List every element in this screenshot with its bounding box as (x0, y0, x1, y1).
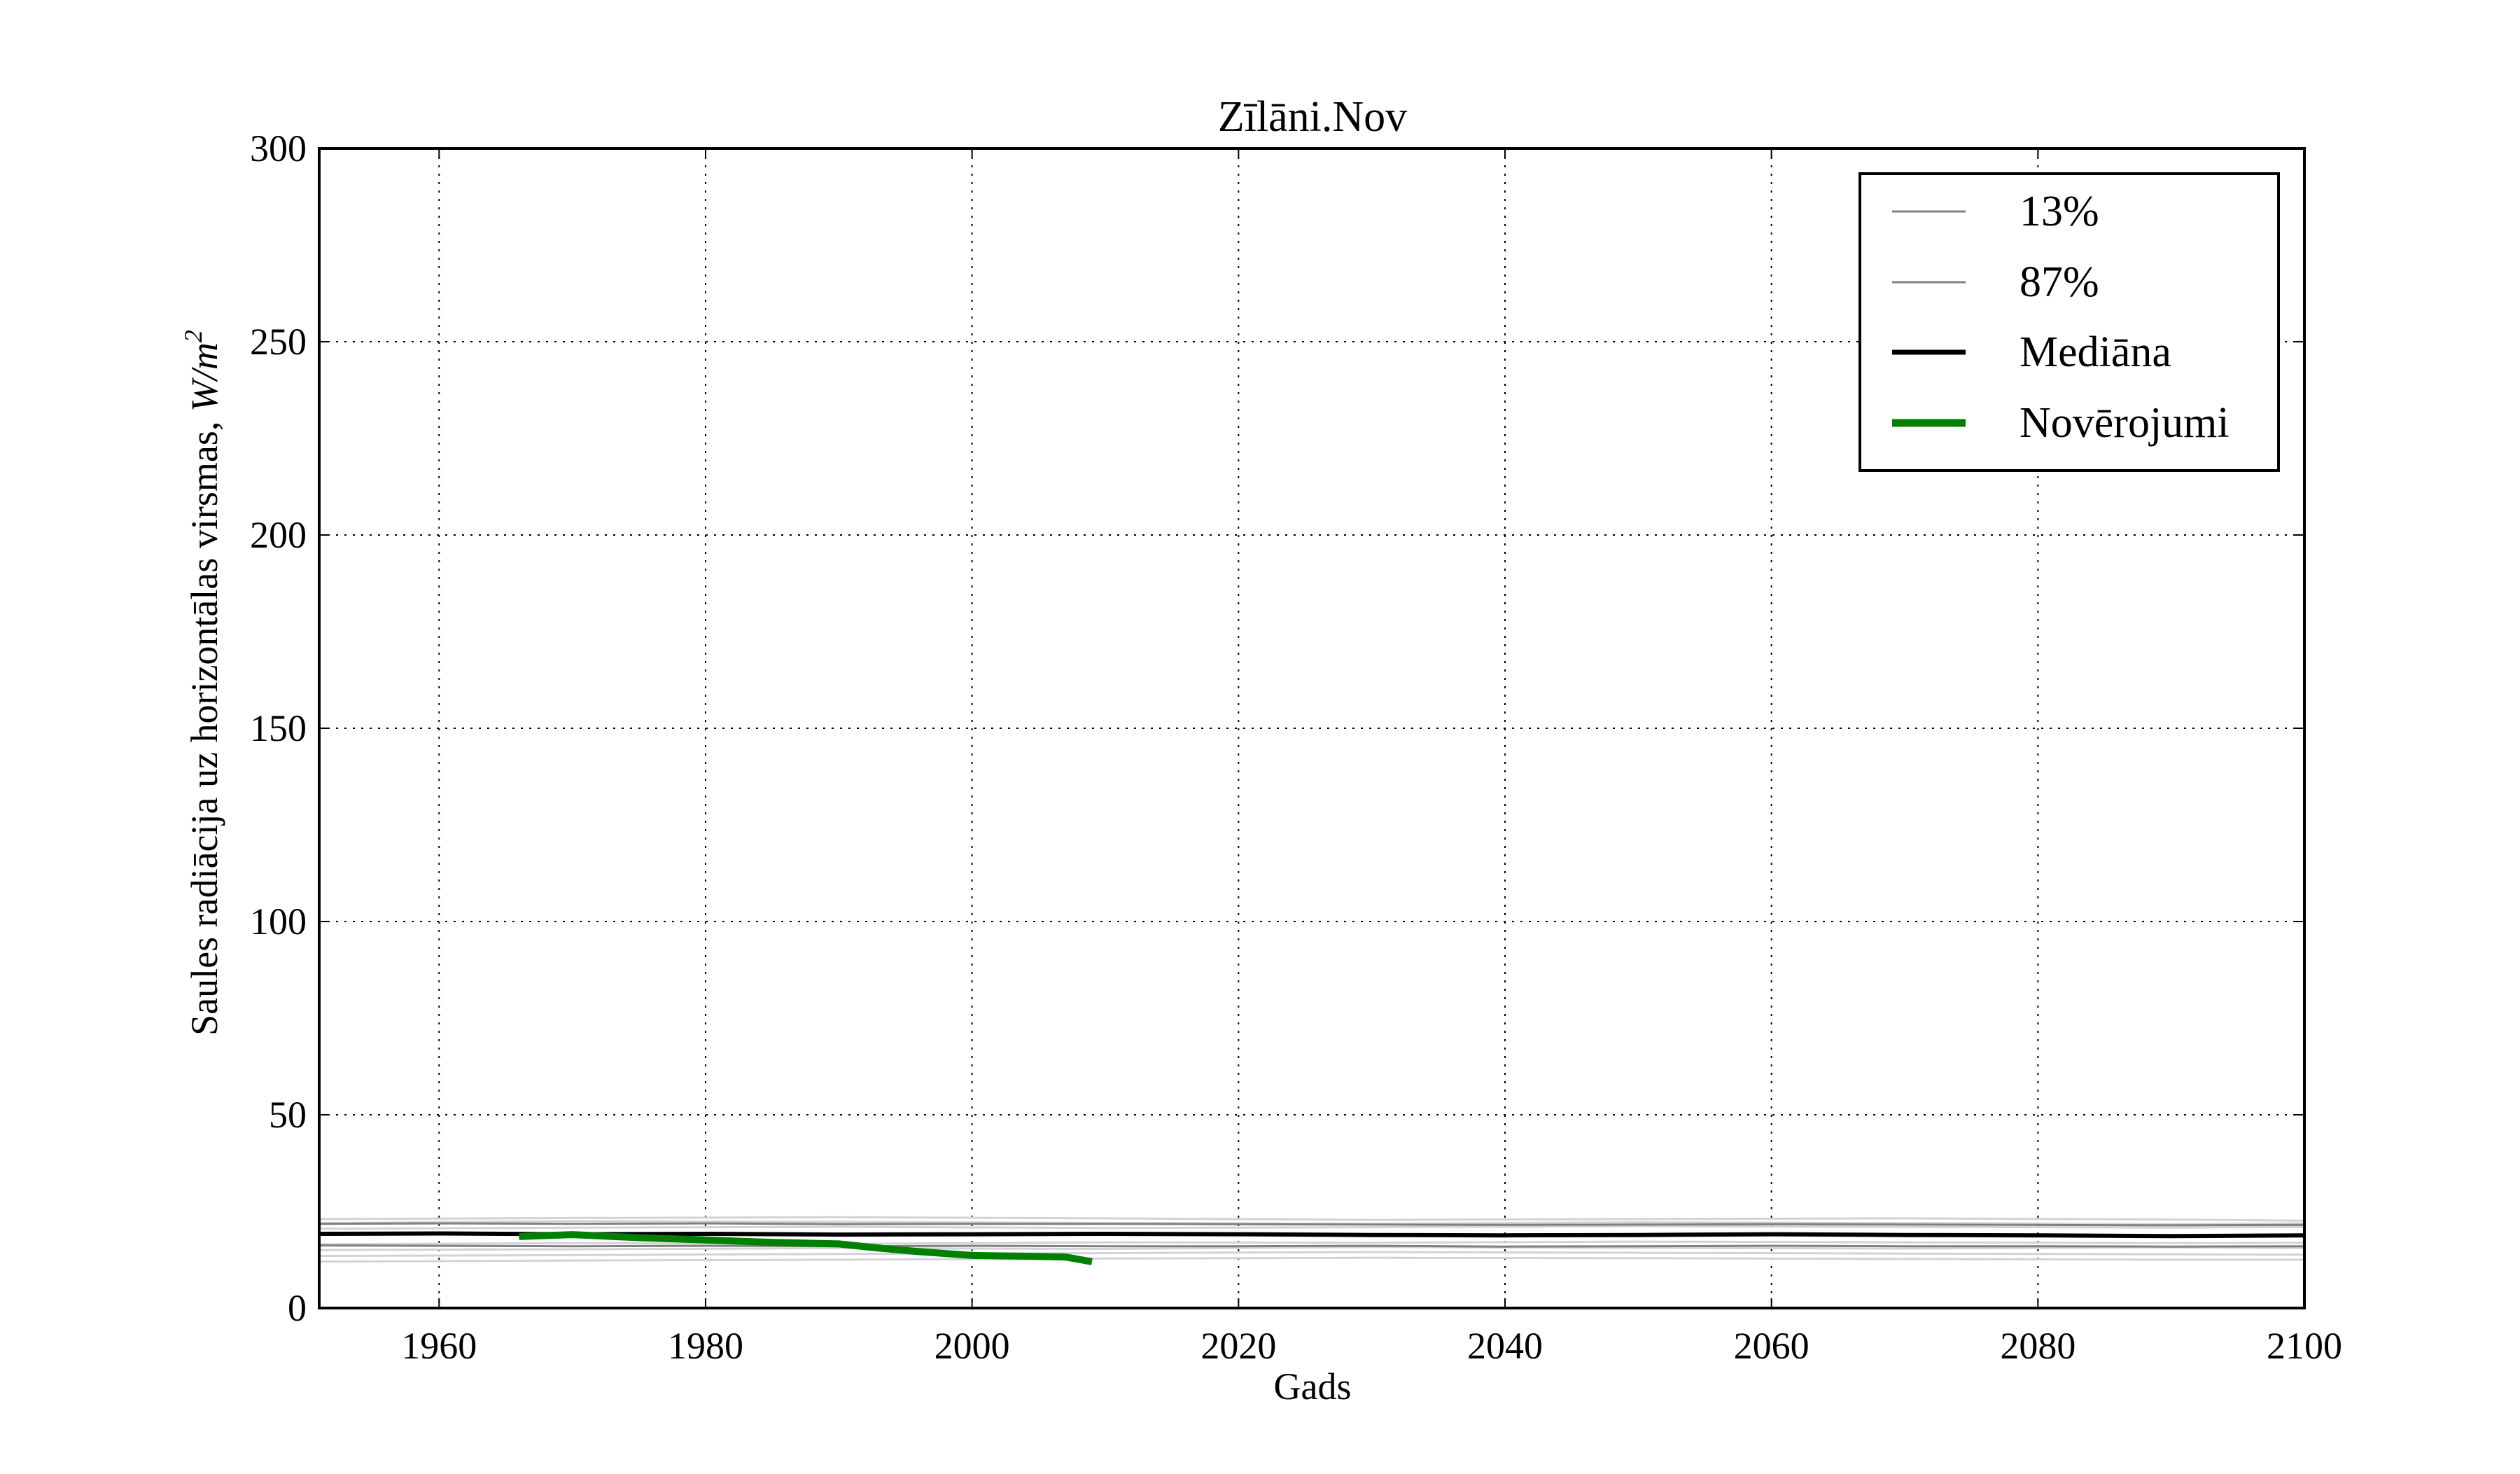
legend-label-median: Mediāna (2019, 328, 2171, 376)
axis-ticks: 1960 1980 2000 2020 2040 2060 2080 2100 0 50 100 15… (250, 127, 2342, 1367)
x-tick-label: 2000 (934, 1325, 1010, 1367)
ensemble-member-line (318, 1256, 2304, 1263)
series-median-line (318, 1231, 2305, 1239)
ensemble-member-line (318, 1251, 2305, 1257)
legend: 13% 87% Mediāna Novērojumi (1858, 172, 2280, 472)
y-tick-label: 250 (250, 321, 307, 363)
x-tick-label: 2100 (2267, 1325, 2342, 1367)
y-axis-label-unit-exponent: 2 (179, 330, 207, 342)
x-axis-label: Gads (1274, 1365, 1352, 1407)
y-axis-label-unit: W/m (183, 342, 225, 412)
y-tick-label: 100 (250, 901, 307, 943)
ensemble-member-line (318, 1225, 2305, 1230)
y-axis-label-text: Saules radiācija uz horizontālas virsmas… (183, 412, 225, 1036)
y-tick-label: 50 (269, 1094, 307, 1136)
legend-label-observations: Novērojumi (2019, 399, 2230, 447)
legend-label-87pct: 87% (2019, 258, 2099, 306)
y-tick-label: 0 (288, 1287, 307, 1329)
plot-area (318, 1216, 2305, 1265)
x-tick-label: 2020 (1200, 1325, 1276, 1367)
series-13pct-line (318, 1244, 2305, 1248)
legend-label-13pct: 13% (2019, 188, 2099, 235)
y-tick-label: 200 (250, 514, 307, 556)
ensemble-member-line (318, 1240, 2305, 1246)
x-tick-label: 1960 (401, 1325, 477, 1367)
x-tick-label: 2040 (1467, 1325, 1543, 1367)
x-tick-label: 2080 (2000, 1325, 2076, 1367)
y-axis-label: Saules radiācija uz horizontālas virsmas… (179, 330, 225, 1036)
chart-title: Zīlāni.Nov (1218, 93, 1407, 141)
y-tick-label: 150 (250, 707, 307, 749)
series-87pct-line (318, 1222, 2305, 1227)
ensemble-member-line (318, 1216, 2305, 1222)
ensemble-member-line (318, 1246, 2305, 1251)
series-observations-line (519, 1231, 1093, 1265)
x-tick-label: 2060 (1734, 1325, 1809, 1367)
x-tick-label: 1980 (668, 1325, 743, 1367)
y-tick-label: 300 (250, 127, 307, 169)
